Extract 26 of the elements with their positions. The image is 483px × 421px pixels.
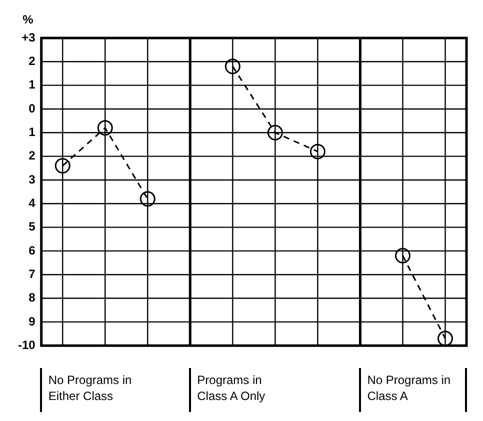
- y-tick-label: 0: [28, 101, 36, 116]
- point: [437, 330, 453, 346]
- y-tick-label: 4: [28, 196, 36, 210]
- y-tick-label: 2: [28, 54, 36, 68]
- y-axis-title: %: [22, 12, 34, 26]
- y-tick-label: 3: [28, 172, 36, 186]
- y-tick-label: 6: [28, 243, 36, 258]
- y-tick-label: 5: [28, 220, 36, 234]
- y-tick-label: 1: [28, 78, 36, 92]
- point: [267, 124, 283, 140]
- point: [97, 120, 113, 136]
- text: No Programs in Class A: [367, 372, 452, 404]
- y-tick-label: 9: [28, 314, 36, 328]
- point: [394, 248, 410, 264]
- text: No Programs in Either Class: [48, 372, 133, 404]
- point: [310, 144, 326, 160]
- y-tick-label: 2: [28, 148, 36, 163]
- point: [54, 158, 70, 174]
- text: Programs in Class A Only: [197, 372, 266, 404]
- y-tick-label: 1: [28, 124, 36, 139]
- point: [224, 58, 240, 74]
- y-tick-label: -10: [18, 338, 36, 352]
- y-tick-label: +3: [22, 30, 36, 44]
- y-tick-label: 8: [28, 290, 36, 305]
- y-tick-label: 7: [28, 266, 36, 281]
- point: [140, 191, 156, 207]
